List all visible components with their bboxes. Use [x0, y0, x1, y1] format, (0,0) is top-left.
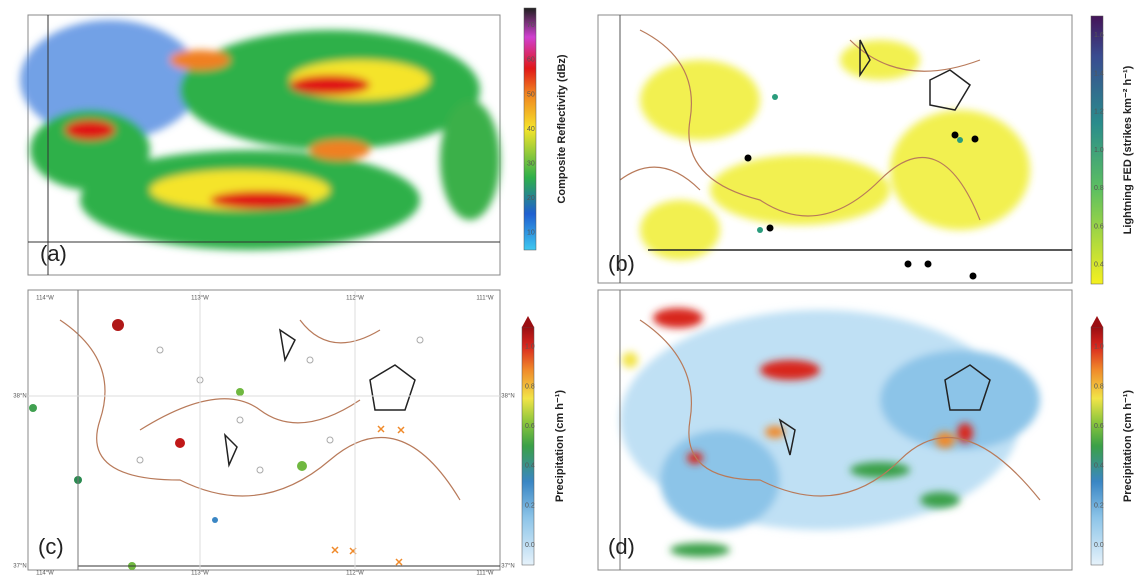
colorbar-tick: 0.6	[1094, 223, 1104, 230]
colorbar-tick: 30	[527, 160, 535, 167]
colorbar-tick: 0.8	[525, 383, 535, 390]
longitude-label: 113°W	[191, 571, 209, 575]
latitude-label: 38°N	[13, 394, 26, 400]
colorbar-tick: 1.6	[1094, 32, 1104, 39]
latitude-label: 37°N	[13, 564, 26, 570]
colorbar-extend	[1091, 316, 1103, 327]
colorbar-extend	[522, 316, 534, 327]
figure: (a) 10 20 30 40 50 60 70 Composite Reflectivity …	[0, 0, 1141, 575]
colorbar-tick: 0.2	[1094, 502, 1104, 509]
colorbar-tick: 0.8	[1094, 383, 1104, 390]
longitude-label: 111°W	[476, 571, 494, 575]
colorbar-tick: 1.0	[525, 344, 535, 351]
colorbar-tick: 0.0	[525, 542, 535, 549]
longitude-label: 112°W	[346, 571, 364, 575]
longitude-label: 113°W	[191, 296, 209, 302]
colorbar-tick: 1.4	[1094, 70, 1104, 77]
colorbar-tick: 50	[527, 91, 535, 98]
colorbar-tick: 10	[527, 230, 535, 237]
colorbar-tick: 0.0	[1094, 542, 1104, 549]
panel-label: (c)	[38, 534, 64, 559]
panel-label: (a)	[40, 241, 67, 266]
colorbar	[522, 327, 534, 565]
colorbar-title: Precipitation (cm h⁻¹)	[1122, 390, 1134, 502]
colorbar-tick: 40	[527, 126, 535, 133]
colorbar-tick: 0.4	[525, 463, 535, 470]
longitude-label: 111°W	[476, 296, 494, 302]
colorbar-tick: 1.0	[1094, 147, 1104, 154]
latitude-label: 38°N	[501, 394, 514, 400]
colorbar-tick: 70	[527, 22, 535, 29]
longitude-label: 112°W	[346, 296, 364, 302]
panel-d-map	[598, 290, 1072, 570]
colorbar-tick: 0.6	[1094, 423, 1104, 430]
colorbar-title: Precipitation (cm h⁻¹)	[554, 390, 566, 502]
colorbar-tick: 0.6	[525, 423, 535, 430]
colorbar-title: Composite Reflectivity (dBz)	[556, 54, 568, 203]
panel-b-map	[598, 15, 1072, 283]
colorbar-tick: 1.2	[1094, 109, 1104, 116]
colorbar-tick: 60	[527, 57, 535, 64]
panel-label: (b)	[608, 251, 635, 276]
colorbar-tick: 0.4	[1094, 463, 1104, 470]
longitude-label: 114°W	[36, 296, 54, 302]
colorbar-tick: 20	[527, 195, 535, 202]
latitude-label: 37°N	[501, 564, 514, 570]
colorbar-tick: 0.4	[1094, 262, 1104, 269]
panel-label: (d)	[608, 534, 635, 559]
longitude-label: 114°W	[36, 571, 54, 575]
colorbar-title: Lightning FED (strikes km⁻² h⁻¹)	[1122, 65, 1134, 234]
colorbar-tick: 0.2	[525, 502, 535, 509]
colorbar-tick: 0.8	[1094, 185, 1104, 192]
colorbar-tick: 1.0	[1094, 344, 1104, 351]
colorbar	[1091, 327, 1103, 565]
panel-a-map	[20, 15, 500, 275]
panel-c-map	[28, 290, 500, 570]
